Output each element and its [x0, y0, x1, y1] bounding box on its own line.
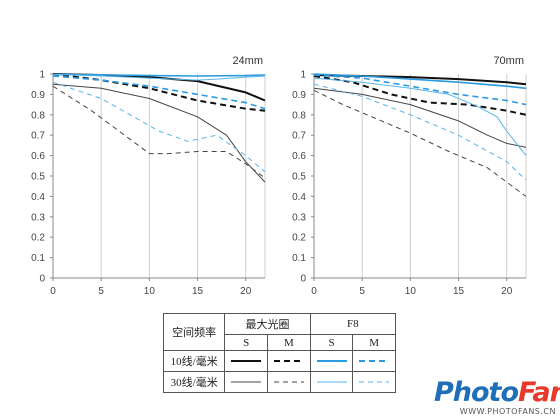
- x-tick-label: 5: [98, 286, 104, 297]
- legend-col-s-max: S: [224, 333, 269, 352]
- legend-swatch-f8-30-s: [309, 371, 354, 393]
- y-tick-label: 0.2: [31, 233, 45, 244]
- y-tick-label: 0.7: [31, 131, 45, 142]
- y-tick-label: 0.1: [292, 253, 306, 264]
- x-tick-label: 10: [405, 286, 417, 297]
- logo-url-text: WWW.PHOTOFANS.CN: [459, 407, 556, 416]
- y-tick-label: 0.6: [31, 151, 45, 162]
- legend-col-m-max: M: [267, 333, 311, 352]
- logo-wordmark: PhotoFans: [434, 378, 560, 408]
- legend-swatch-max-10-s: [224, 350, 269, 373]
- series-line-f8-30-S: [52, 73, 266, 81]
- photofans-logo: PhotoFans WWW.PHOTOFANS.CN: [434, 378, 560, 418]
- y-tick-label: 0.6: [292, 151, 306, 162]
- y-tick-label: 0.8: [31, 110, 45, 121]
- x-tick-label: 5: [359, 286, 365, 297]
- y-tick-label: 0: [39, 274, 45, 285]
- series-line-max-30-S: [313, 87, 527, 148]
- series-line-f8-10-S: [313, 73, 527, 90]
- y-tick-label: 0.9: [292, 90, 306, 101]
- legend-group-f8: F8: [309, 313, 397, 335]
- y-tick-label: 0.4: [31, 192, 45, 203]
- legend-swatch-f8-10-s: [309, 350, 354, 373]
- x-tick-label: 0: [311, 286, 317, 297]
- mtf-panel-70mm: 00.10.20.30.40.50.60.70.80.910 5 10 15 2070m…: [292, 55, 527, 297]
- series-line-max-30-S: [52, 83, 266, 183]
- series-line-f8-10-S: [52, 73, 266, 77]
- logo-photo-text: Photo: [434, 377, 519, 408]
- y-tick-label: 0.1: [31, 253, 45, 264]
- logo-fans-text: Fans: [518, 377, 560, 408]
- legend-col-s-f8: S: [309, 333, 354, 352]
- series-line-max-30-M: [52, 85, 266, 179]
- legend-swatch-f8-10-m: [352, 350, 396, 373]
- x-tick-label: 20: [501, 286, 513, 297]
- y-tick-label: 0.3: [292, 212, 306, 223]
- legend-swatch-f8-30-m: [352, 371, 396, 393]
- series-line-f8-30-M: [313, 83, 527, 181]
- series-line-f8-10-M: [313, 74, 527, 106]
- legend-swatch-max-30-m: [267, 371, 311, 393]
- chart-title: 70mm: [493, 55, 524, 67]
- series-line-f8-30-M: [52, 81, 266, 173]
- x-tick-label: 15: [453, 286, 465, 297]
- x-tick-label: 0: [50, 286, 56, 297]
- y-tick-label: 0: [300, 274, 306, 285]
- legend-swatch-max-30-s: [224, 371, 269, 393]
- legend-col-m-f8: M: [352, 333, 396, 352]
- y-tick-label: 0.2: [292, 233, 306, 244]
- legend-table: 空间频率 最大光圈 F8 S M S M 10线/毫米 30线/毫米: [162, 312, 397, 393]
- legend-group-max-aperture: 最大光圈: [224, 313, 311, 335]
- y-tick-label: 1: [300, 70, 306, 81]
- mtf-chart-svg: 00.10.20.30.40.50.60.70.80.910 5 10 15 2024m…: [31, 55, 527, 297]
- x-tick-label: 20: [240, 286, 252, 297]
- mtf-panel-24mm: 00.10.20.30.40.50.60.70.80.910 5 10 15 2024m…: [31, 55, 266, 297]
- series-line-f8-10-M: [52, 75, 266, 110]
- y-tick-label: 0.5: [31, 172, 45, 183]
- legend-row-10lp: 10线/毫米: [162, 350, 226, 373]
- y-tick-label: 0.7: [292, 131, 306, 142]
- y-tick-label: 0.5: [292, 172, 306, 183]
- y-tick-label: 0.4: [292, 192, 306, 203]
- y-tick-label: 0.3: [31, 212, 45, 223]
- y-tick-label: 0.9: [31, 90, 45, 101]
- y-tick-label: 0.8: [292, 110, 306, 121]
- legend-swatch-max-10-m: [267, 350, 311, 373]
- legend-row-30lp: 30线/毫米: [162, 371, 226, 393]
- chart-title: 24mm: [232, 55, 263, 67]
- series-line-f8-30-S: [313, 77, 527, 156]
- y-tick-label: 1: [39, 70, 45, 81]
- legend-header-frequency: 空间频率: [162, 312, 226, 352]
- x-tick-label: 15: [192, 286, 204, 297]
- x-tick-label: 10: [144, 286, 156, 297]
- series-line-max-30-M: [313, 89, 527, 197]
